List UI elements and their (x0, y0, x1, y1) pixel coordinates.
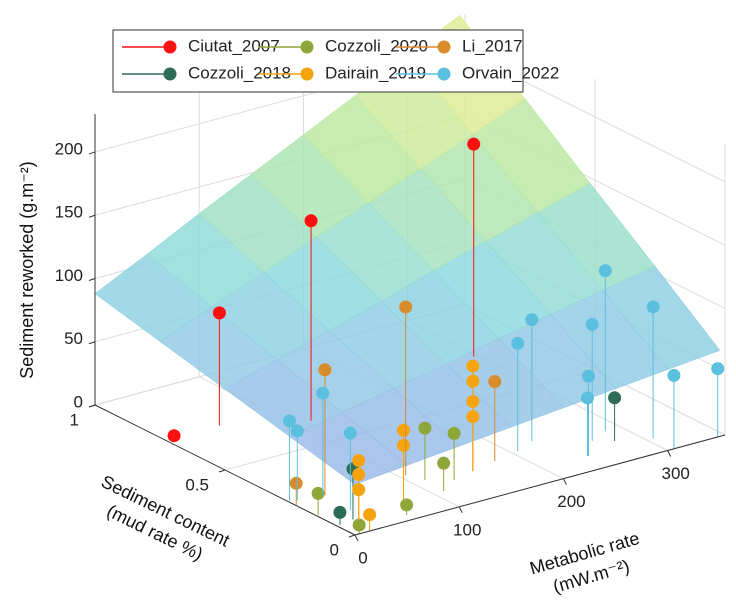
stem-marker (397, 438, 411, 452)
x-tick-label: 200 (557, 492, 585, 511)
stem-marker (352, 518, 366, 532)
y-axis-label: Sediment content (mud rate %) (98, 471, 233, 564)
z-tick (88, 341, 96, 345)
stem-marker (646, 300, 660, 314)
stem-marker (316, 386, 330, 400)
legend-label: Cozzoli_2018 (188, 63, 291, 82)
stem-marker (282, 414, 296, 428)
stem-marker (467, 137, 481, 151)
x-tick-label: 100 (453, 520, 481, 539)
legend-label: Cozzoli_2020 (325, 36, 428, 55)
legend-marker (437, 67, 451, 81)
stem-marker (466, 359, 480, 373)
x-tick (563, 478, 567, 485)
legend-label: Dairain_2019 (325, 63, 426, 82)
stem-marker (585, 317, 599, 331)
stem-marker (399, 300, 413, 314)
stem-marker (418, 421, 432, 435)
stem-marker (466, 374, 480, 388)
stem-marker (397, 423, 411, 437)
legend-marker (163, 40, 177, 54)
legend-marker (300, 40, 314, 54)
stem-marker (304, 214, 318, 228)
stem-marker (437, 456, 451, 470)
stem-marker (466, 395, 480, 409)
y-tick (218, 469, 226, 473)
legend-marker (163, 67, 177, 81)
y-tick (348, 534, 356, 538)
x-tick-label: 0 (358, 548, 367, 567)
y-tick-label: 1 (70, 410, 79, 429)
stems (167, 137, 725, 534)
x-axis (354, 434, 726, 536)
stem-marker (580, 391, 594, 405)
stem-marker (582, 369, 596, 383)
stem-marker (667, 368, 681, 382)
stem-marker (511, 336, 525, 350)
stem-marker (333, 505, 347, 519)
z-tick (88, 404, 96, 408)
stem-marker (167, 429, 181, 443)
y-tick-label: 0.5 (185, 475, 209, 494)
stem-marker (447, 426, 461, 440)
stem-marker (311, 486, 325, 500)
stem-marker (289, 476, 303, 490)
stem-marker (608, 391, 622, 405)
stem-marker (212, 306, 226, 320)
z-tick-label: 50 (64, 329, 83, 348)
y-tick-label: 0 (330, 540, 339, 559)
legend-marker (437, 40, 451, 54)
z-axis-label: Sediment reworked (g.m⁻²) (17, 161, 37, 379)
stem-marker (290, 424, 304, 438)
stem-marker (711, 362, 725, 376)
stem-marker (598, 264, 612, 278)
z-tick-label: 0 (74, 392, 83, 411)
x-tick (458, 506, 463, 514)
stem-marker (488, 374, 502, 388)
legend-marker (300, 67, 314, 81)
legend-label: Ciutat_2007 (188, 36, 280, 55)
legend-box (112, 29, 524, 93)
x-tick (667, 450, 672, 457)
stem-marker (466, 410, 480, 424)
stem-marker (352, 467, 366, 481)
stem-marker (318, 363, 332, 377)
z-tick (88, 278, 96, 281)
x-tick (354, 534, 359, 542)
legend-label: Orvain_2022 (462, 63, 559, 82)
stem-marker (352, 454, 366, 468)
z-tick (88, 151, 96, 155)
z-tick (88, 214, 96, 218)
z-tick-label: 200 (55, 139, 83, 158)
stem-marker (343, 426, 357, 440)
z-tick-label: 150 (55, 203, 83, 222)
z-tick-label: 100 (55, 266, 83, 285)
stem-marker (400, 498, 414, 512)
stem-marker (352, 483, 366, 497)
stem-marker (525, 313, 539, 327)
legend-label: Li_2017 (462, 36, 523, 55)
legend: Ciutat_2007 Cozzoli_2018 Cozzoli_2020 Daira… (112, 29, 559, 93)
x-axis-label: Metabolic rate (mW.m⁻²) (528, 528, 642, 597)
stem-marker (363, 508, 377, 522)
x-tick-label: 300 (661, 464, 689, 483)
